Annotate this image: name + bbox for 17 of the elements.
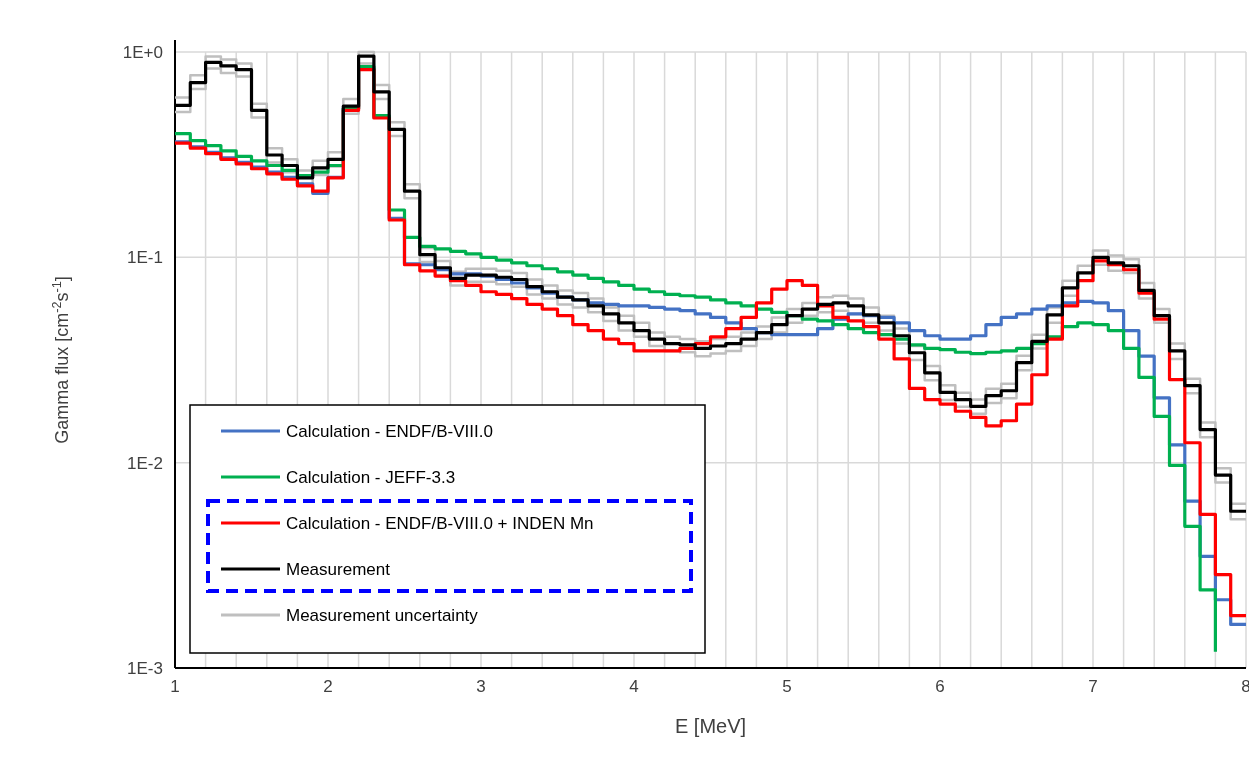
x-tick-label: 7 [1088,677,1098,696]
x-tick-label: 4 [629,677,639,696]
y-tick-label: 1E-2 [127,453,163,473]
x-axis-title: E [MeV] [674,715,747,737]
y-tick-label: 1E-1 [127,248,163,268]
legend-label: Calculation - JEFF-3.3 [286,468,456,487]
x-tick-label: 2 [323,677,333,696]
legend-label: Measurement [286,560,391,579]
x-tick-label: 3 [476,677,486,696]
x-tick-label: 1 [170,677,180,696]
legend-label: Calculation - ENDF/B-VIII.0 + INDEN Mn [286,514,594,533]
x-tick-label: 6 [935,677,945,696]
legend-label: Calculation - ENDF/B-VIII.0 [286,422,493,441]
y-tick-label: 1E+0 [122,43,163,62]
legend-label: Measurement uncertainty [286,606,479,625]
y-tick-label: 1E-3 [127,659,163,678]
x-tick-label: 5 [782,677,792,696]
